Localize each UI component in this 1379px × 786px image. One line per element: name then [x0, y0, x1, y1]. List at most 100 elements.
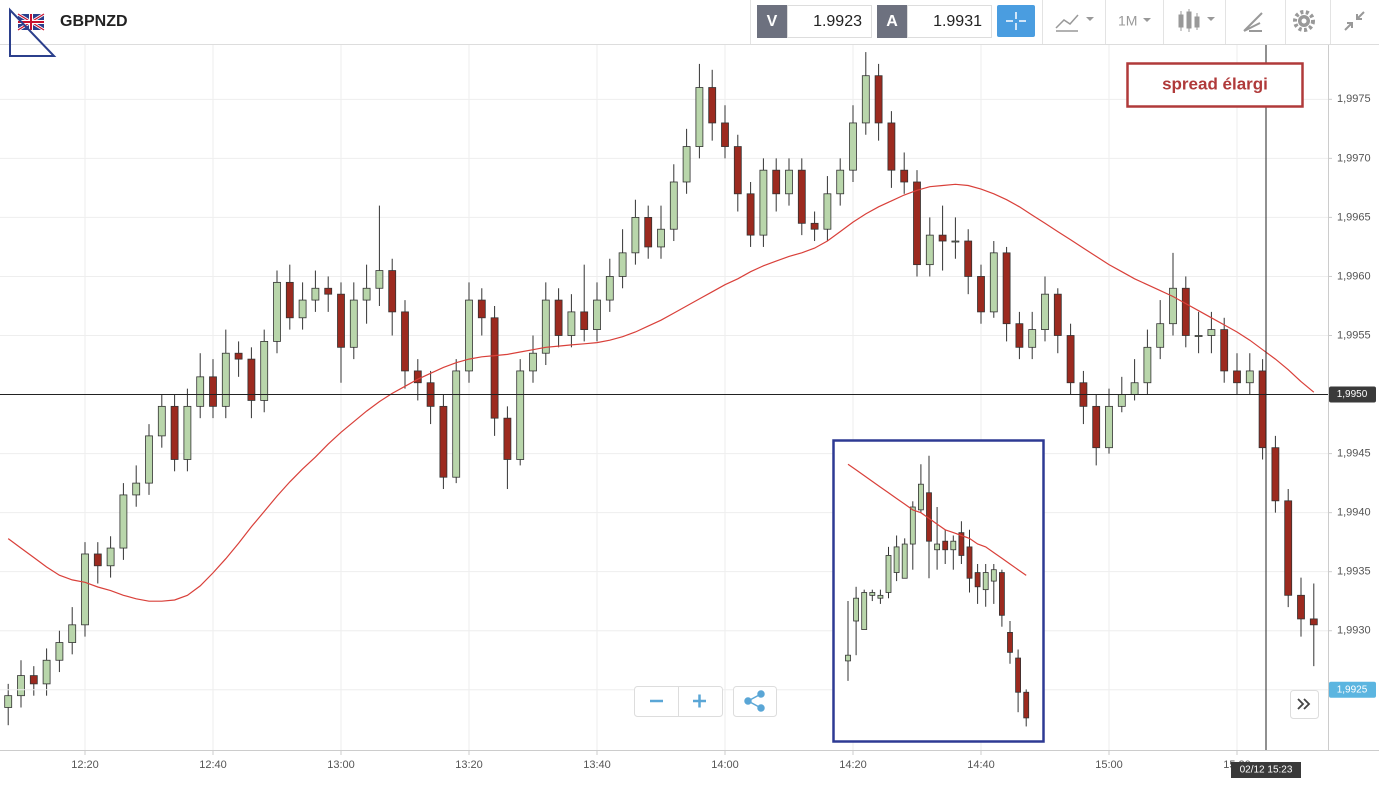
candle-body	[42, 659, 51, 685]
candle-body	[1007, 632, 1013, 653]
candle-body	[106, 547, 115, 567]
candle-body	[68, 624, 77, 643]
price-marker	[1329, 681, 1376, 698]
ask-box	[907, 5, 992, 38]
indicator-button[interactable]	[1055, 14, 1094, 32]
bid-button[interactable]	[757, 5, 787, 38]
symbol: GBPNZD	[60, 13, 128, 30]
candle-body	[885, 555, 892, 593]
bid-label: V	[767, 13, 778, 30]
crosshair-time-box	[1231, 762, 1301, 778]
candle-body	[1130, 382, 1139, 395]
overlay: 1,9930 1,9935 1,9940 1,9945 1,9955 1,9960 1,99…	[0, 45, 1376, 778]
candle-body	[631, 217, 640, 254]
candle-body	[567, 311, 576, 336]
share-icon	[744, 690, 765, 712]
candle-body	[580, 311, 589, 330]
inset-frame	[832, 439, 1045, 743]
candle-body	[1233, 370, 1241, 384]
crosshair-button[interactable]	[997, 5, 1035, 37]
collapse-button[interactable]	[1344, 11, 1365, 31]
x-tick-label: 13:40	[583, 759, 611, 771]
candle-body	[1297, 594, 1305, 620]
candle-body	[145, 435, 153, 484]
candle-body	[1245, 370, 1254, 384]
timeframe-arrow	[1143, 18, 1151, 22]
scroll-right-button[interactable]	[1290, 690, 1319, 719]
candle-body	[170, 405, 179, 460]
candle-body	[909, 506, 916, 545]
candle-body	[413, 370, 422, 384]
candle-body	[1143, 346, 1152, 384]
candle-body	[234, 352, 243, 360]
flag-icon	[9, 7, 57, 57]
price-marker-label: 1,9950	[1337, 389, 1368, 400]
x-tick-label: 14:40	[967, 759, 995, 771]
candle-body	[877, 594, 884, 599]
candle-body	[1207, 329, 1216, 336]
chart-type-button[interactable]	[1178, 9, 1215, 32]
bid-price: 1.9923	[813, 13, 862, 30]
candle-body	[925, 234, 934, 266]
x-tick-label: 14:20	[839, 759, 867, 771]
y-tick-label: 1,9940	[1337, 507, 1371, 519]
y-tick-label: 1,9930	[1337, 625, 1371, 637]
inset-chart	[845, 455, 1030, 727]
candle-body	[901, 543, 908, 579]
x-tick-label: 15:00	[1095, 759, 1123, 771]
candle-body	[977, 276, 985, 313]
candle-body	[849, 122, 857, 171]
candle-body	[934, 543, 940, 551]
scroll-right-icon	[1297, 698, 1311, 710]
candle-body	[1053, 293, 1062, 336]
ask-button[interactable]	[877, 5, 907, 38]
candle-body	[861, 75, 870, 124]
y-tick-label: 1,9935	[1337, 566, 1371, 578]
annotation-box	[1126, 62, 1304, 108]
candle-body	[1066, 335, 1075, 384]
candle-body	[324, 287, 333, 295]
x-tick-label: 13:00	[327, 759, 355, 771]
candle-body	[836, 169, 845, 195]
candle-body	[337, 293, 345, 348]
candle-body	[797, 169, 806, 224]
moving-average	[7, 183, 1315, 602]
candle-body	[529, 352, 537, 372]
candle-body	[1169, 287, 1177, 325]
x-tick-label: 14:00	[711, 759, 739, 771]
candle-body	[298, 299, 307, 319]
candle-body	[452, 370, 461, 478]
settings-button[interactable]	[1293, 10, 1315, 32]
y-tick-label: 1,9975	[1337, 93, 1371, 105]
candle-body	[695, 87, 704, 147]
candle-body	[708, 87, 717, 124]
candle-body	[721, 122, 729, 147]
candle-body	[746, 193, 755, 236]
candle-body	[29, 675, 38, 685]
candle-body	[853, 597, 859, 622]
candle-body	[772, 169, 781, 195]
zoom-in-button[interactable]	[693, 694, 706, 708]
candle-body	[119, 494, 128, 549]
candle-body	[375, 270, 384, 289]
price-marker	[1329, 386, 1376, 403]
x-tick-label: 12:20	[71, 759, 99, 771]
share-button[interactable]	[733, 686, 777, 717]
candle-body	[388, 270, 397, 313]
candle-body	[958, 532, 965, 556]
candle-body	[869, 592, 876, 596]
y-tick-label: 1,9970	[1337, 152, 1371, 164]
candle-body	[823, 193, 832, 230]
candle-body	[183, 405, 192, 460]
candle-body	[465, 299, 473, 372]
y-tick-label: 1,9955	[1337, 329, 1371, 341]
candle-body	[887, 122, 896, 171]
timeframe[interactable]: 1M	[1118, 13, 1137, 29]
price-marker-label: 1,9925	[1337, 684, 1368, 695]
candle-body	[1023, 691, 1030, 719]
candle-body	[845, 654, 851, 662]
draw-button[interactable]	[1243, 12, 1263, 32]
candle-body	[990, 569, 997, 582]
crosshair-time-label: 02/12 15:23	[1240, 765, 1293, 776]
